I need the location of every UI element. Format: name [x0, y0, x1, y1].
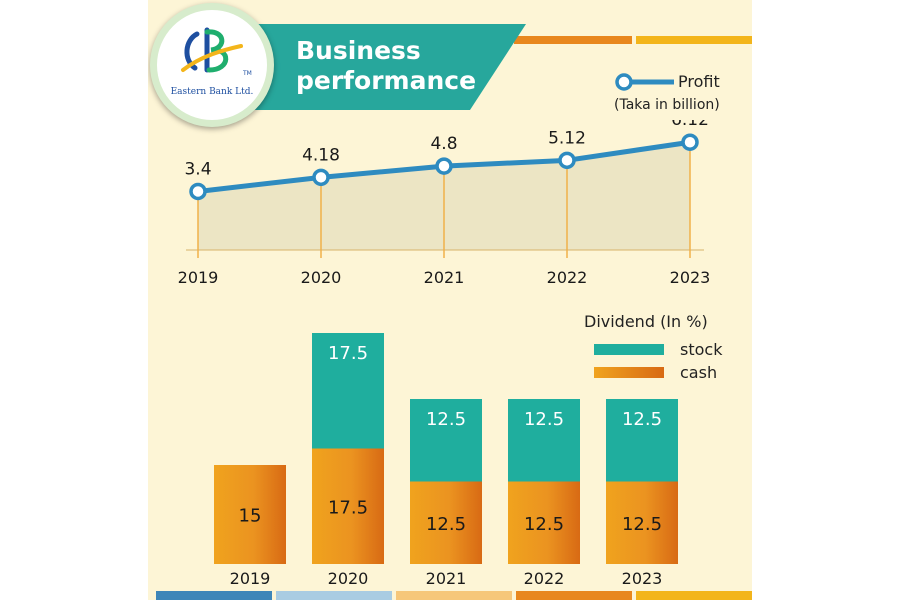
- bottom-stripe-peach: [396, 591, 512, 600]
- profit-value-label-2022: 5.12: [548, 128, 586, 148]
- profit-value-label-2019: 3.4: [184, 159, 211, 179]
- logo-tm: TM: [243, 70, 252, 77]
- stock-bar-2023: [606, 399, 678, 482]
- dividend-year-label-2023: 2023: [622, 569, 663, 588]
- top-stripe-orange: [514, 36, 632, 44]
- infographic-panel: Business performance TM Eastern Bank Ltd…: [148, 0, 752, 600]
- title-line-2: performance: [296, 66, 477, 95]
- dividend-year-label-2019: 2019: [230, 569, 271, 588]
- bottom-stripe-blue: [156, 591, 272, 600]
- title-line-1: Business: [296, 36, 421, 65]
- stock-bar-2021: [410, 399, 482, 482]
- stock-bar-label-2022: 12.5: [524, 409, 564, 430]
- stock-legend-label: stock: [680, 340, 723, 359]
- bottom-stripe-orange: [516, 591, 632, 600]
- profit-year-label-2019: 2019: [178, 268, 219, 287]
- profit-unit-label: (Taka in billion): [614, 97, 720, 113]
- profit-legend-label: Profit: [678, 72, 720, 91]
- logo-badge: TM Eastern Bank Ltd.: [150, 3, 274, 127]
- profit-value-label-2023: 6.12: [671, 120, 709, 130]
- profit-point-2020: [312, 168, 330, 187]
- dividend-bar-chart: 15 2019 17.5 17.5 2020 12.5 12.5 2021 12.5 12.5 20…: [214, 333, 678, 588]
- cash-bar-label-2023: 12.5: [622, 514, 662, 535]
- profit-point-2021: [435, 157, 453, 175]
- stock-bar-label-2023: 12.5: [622, 409, 662, 430]
- dividend-legend-title: Dividend (In %): [584, 312, 708, 331]
- stock-legend-swatch: [594, 344, 664, 355]
- profit-year-label-2021: 2021: [424, 268, 465, 287]
- profit-year-label-2020: 2020: [301, 268, 342, 287]
- dividend-year-label-2022: 2022: [524, 569, 565, 588]
- cash-bar-label-2021: 12.5: [426, 514, 466, 535]
- profit-point-2019: [189, 182, 207, 201]
- cash-bar-label-2019: 15: [239, 506, 262, 527]
- stock-bar-2020: [312, 333, 384, 449]
- bottom-stripe-lightblue: [276, 591, 392, 600]
- stock-bar-label-2020: 17.5: [328, 343, 368, 364]
- profit-value-label-2020: 4.18: [302, 145, 340, 165]
- profit-year-label-2022: 2022: [547, 268, 588, 287]
- cash-bar-label-2020: 17.5: [328, 497, 368, 518]
- profit-value-label-2021: 4.8: [430, 134, 457, 154]
- cash-legend-label: cash: [680, 363, 718, 382]
- dividend-year-label-2020: 2020: [328, 569, 369, 588]
- profit-point-2022: [558, 151, 576, 170]
- stock-bar-label-2021: 12.5: [426, 409, 466, 430]
- cash-bar-2022: [508, 481, 580, 564]
- cash-bar-2020: [312, 448, 384, 564]
- bottom-stripe-gold: [636, 591, 752, 600]
- cash-bar-2021: [410, 481, 482, 564]
- title-banner: [208, 24, 526, 110]
- cash-bar-2019: [214, 465, 286, 564]
- profit-point-2023: [681, 133, 699, 151]
- profit-legend-swatch: [615, 73, 674, 91]
- top-stripe-gold: [636, 36, 752, 44]
- ebl-logo-icon: [181, 27, 243, 73]
- dividend-year-label-2021: 2021: [426, 569, 467, 588]
- profit-year-label-2023: 2023: [670, 268, 711, 287]
- profit-line-chart: 3.4 2019 4.18 2020 4.8 2021 5.12 2022 6.12 2023: [178, 120, 711, 287]
- cash-legend-swatch: [594, 367, 664, 378]
- cash-bar-2023: [606, 481, 678, 564]
- cash-bar-label-2022: 12.5: [524, 514, 564, 535]
- logo-text: Eastern Bank Ltd.: [170, 87, 254, 97]
- stock-bar-2022: [508, 399, 580, 482]
